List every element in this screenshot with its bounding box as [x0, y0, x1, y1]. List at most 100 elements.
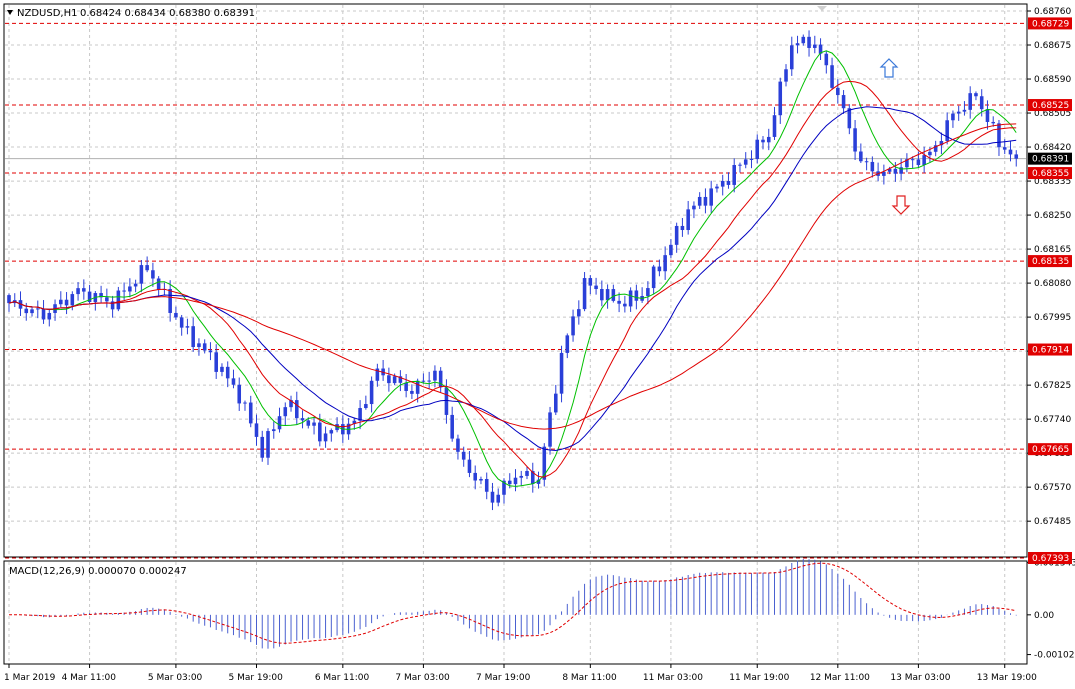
- candle-body: [122, 290, 126, 292]
- candle-body: [450, 414, 454, 439]
- time-tick-label: 6 Mar 11:00: [315, 673, 370, 683]
- candle-body: [375, 368, 380, 381]
- candle-body: [617, 300, 621, 304]
- candle-body: [490, 491, 495, 503]
- candle-body: [554, 393, 558, 413]
- level-badge-label: 0.67393: [1032, 554, 1069, 564]
- candle-body: [743, 159, 748, 165]
- candle-body: [801, 36, 806, 44]
- candles: [7, 30, 1019, 511]
- candle-body: [179, 317, 184, 328]
- candle-body: [519, 475, 524, 478]
- candle-body: [369, 380, 374, 405]
- price-tick-label: 0.68250: [1034, 211, 1071, 221]
- candle-body: [910, 159, 915, 161]
- candle-body: [962, 109, 967, 112]
- candle-body: [507, 480, 512, 485]
- candle-body: [738, 164, 742, 166]
- candle-body: [674, 225, 679, 245]
- level-badge: [1028, 343, 1072, 356]
- candle-body: [225, 366, 230, 379]
- ma-line-24: [8, 106, 1017, 452]
- ma-line-8: [8, 50, 1017, 487]
- level-badge-label: 0.68525: [1032, 101, 1069, 111]
- ma-line-16: [8, 80, 1017, 478]
- candle-body: [968, 93, 972, 110]
- candle-body: [168, 288, 172, 313]
- candle-body: [945, 120, 949, 142]
- candle-body: [605, 289, 610, 301]
- candle-body: [525, 471, 529, 476]
- candle-body: [864, 161, 869, 163]
- candle-body: [933, 145, 938, 152]
- candle-body: [939, 141, 944, 146]
- candle-body: [1002, 147, 1007, 150]
- price-tick-label: 0.68335: [1034, 177, 1071, 187]
- scroll-marker-icon[interactable]: [817, 6, 827, 11]
- candle-body: [513, 477, 518, 485]
- candle-body: [41, 308, 46, 320]
- candle-body: [766, 136, 771, 143]
- candle-body: [542, 446, 547, 480]
- candle-body: [237, 384, 242, 404]
- price-tick-label: 0.68675: [1034, 41, 1071, 51]
- level-badge: [1028, 552, 1072, 565]
- candle-body: [87, 291, 92, 302]
- candle-body: [82, 288, 86, 292]
- macd-panel[interactable]: [3, 560, 1028, 665]
- time-tick-label: 5 Mar 19:00: [228, 673, 283, 683]
- current-price-label: 0.68391: [1032, 155, 1069, 165]
- candle-body: [893, 168, 898, 174]
- candle-body: [300, 418, 305, 421]
- candle-body: [289, 400, 293, 408]
- candle-body: [243, 402, 247, 404]
- price-tick-label: 0.67995: [1034, 313, 1071, 323]
- time-tick-label: 12 Mar 11:00: [810, 673, 870, 683]
- level-badges: 0.68729 0.68525 0.68355 0.68135 0.67914 0.676…: [1028, 17, 1072, 565]
- candle-body: [133, 283, 138, 287]
- price-tick-label: 0.68080: [1034, 279, 1071, 289]
- candle-body: [70, 294, 75, 306]
- candle-body: [703, 196, 708, 206]
- candle-body: [438, 370, 443, 388]
- candle-body: [784, 69, 788, 82]
- candle-body: [318, 422, 322, 442]
- candle-body: [1014, 154, 1019, 159]
- candle-body: [628, 290, 633, 307]
- candle-body: [646, 288, 650, 297]
- candle-body: [473, 472, 477, 481]
- time-tick-label: 8 Mar 11:00: [562, 673, 617, 683]
- candle-body: [197, 343, 201, 348]
- candle-body: [502, 480, 506, 495]
- candle-body: [364, 404, 368, 409]
- candle-body: [772, 115, 777, 137]
- candle-body: [623, 303, 627, 307]
- candle-body: [444, 387, 449, 415]
- candle-body: [669, 244, 673, 256]
- candle-body: [145, 265, 149, 271]
- candle-body: [841, 95, 846, 109]
- candle-body: [548, 412, 552, 447]
- candle-body: [174, 312, 178, 318]
- time-tick-label: 13 Mar 03:00: [890, 673, 950, 683]
- candle-body: [732, 165, 737, 185]
- candle-body: [634, 290, 639, 301]
- down-arrow-icon[interactable]: [891, 195, 911, 215]
- triangle-down-icon[interactable]: [7, 10, 13, 15]
- candle-body: [795, 43, 800, 46]
- candle-body: [283, 407, 288, 417]
- candle-body: [294, 400, 299, 419]
- level-badge-label: 0.68729: [1032, 19, 1069, 29]
- candle-body: [611, 289, 616, 301]
- horizontal-levels[interactable]: [5, 22, 1026, 559]
- level-badge: [1028, 167, 1072, 180]
- candle-body: [59, 299, 63, 305]
- level-badge: [1028, 99, 1072, 112]
- price-tick-label: 0.68760: [1034, 7, 1071, 17]
- up-arrow-icon[interactable]: [879, 58, 899, 78]
- level-badge-label: 0.68135: [1032, 257, 1069, 267]
- candle-body: [905, 159, 909, 168]
- candle-body: [697, 196, 702, 206]
- candle-body: [991, 121, 996, 124]
